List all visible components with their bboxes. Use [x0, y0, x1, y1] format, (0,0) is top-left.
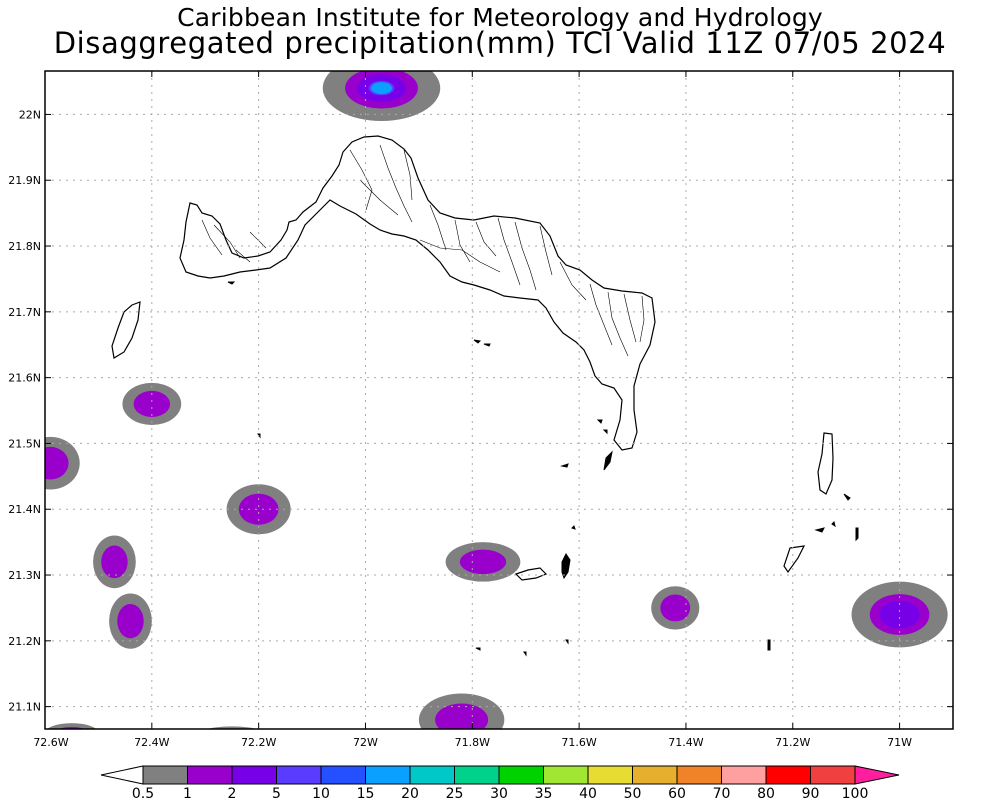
lon-tick-label: 72.2W — [241, 736, 276, 749]
legend-label: 50 — [624, 786, 642, 800]
precip-level-1 — [45, 446, 69, 480]
legend-label: 2 — [228, 786, 237, 800]
legend-swatch — [810, 765, 856, 785]
legend-swatch — [187, 765, 233, 785]
legend-under-triangle — [100, 765, 144, 785]
precip-cell — [93, 535, 136, 589]
institution-title: Caribbean Institute for Meteorology and … — [177, 3, 823, 32]
precip-cell — [226, 484, 291, 535]
precip-level-0 — [47, 723, 97, 729]
west-caicos-island — [111, 301, 141, 359]
legend-label: 5 — [272, 786, 281, 800]
ambergris-cay — [514, 567, 548, 581]
lat-tick-label: 21.1N — [8, 701, 41, 714]
legend-swatch — [587, 765, 633, 785]
legend-swatch — [231, 765, 277, 785]
precip-level-2 — [879, 600, 920, 629]
legend-label: 70 — [713, 786, 731, 800]
lon-tick-label: 71.8W — [455, 736, 490, 749]
legend-label: 60 — [668, 786, 686, 800]
precip-cell — [851, 581, 948, 648]
precipitation-legend: 0.5 1 2 5 10 15 20 25 30 35 40 50 60 70 80 90 100 — [100, 765, 900, 800]
grand-turk-island — [817, 432, 834, 495]
legend-label: 15 — [357, 786, 375, 800]
legend-swatch — [543, 765, 589, 785]
lon-tick-label: 71W — [887, 736, 912, 749]
precip-cell — [45, 436, 80, 490]
legend-swatch — [765, 765, 811, 785]
legend-swatch — [409, 765, 455, 785]
plot-frame — [44, 70, 954, 730]
legend-swatch — [721, 765, 767, 785]
legend-swatch — [676, 765, 722, 785]
legend-label: 90 — [802, 786, 820, 800]
caicos-islands — [179, 135, 656, 451]
lat-tick-label: 21.6N — [8, 372, 41, 385]
legend-label: 20 — [401, 786, 419, 800]
lat-tick-label: 21.5N — [8, 437, 41, 450]
precip-level-1 — [435, 703, 489, 729]
legend-label: 10 — [312, 786, 330, 800]
precip-level-1 — [133, 390, 171, 418]
salt-cay-island — [783, 545, 806, 574]
legend-swatch — [320, 765, 366, 785]
legend-label: 30 — [490, 786, 508, 800]
legend-label: 35 — [535, 786, 553, 800]
legend-label: 100 — [842, 786, 869, 800]
legend-swatch — [276, 765, 322, 785]
lon-tick-label: 72W — [353, 736, 378, 749]
plot-area — [45, 71, 953, 729]
precip-cell — [109, 593, 152, 649]
legend-swatch — [454, 765, 500, 785]
lat-tick-label: 21.2N — [8, 635, 41, 648]
lat-tick-label: 21.9N — [8, 174, 41, 187]
lat-tick-label: 21.8N — [8, 240, 41, 253]
axis-ticks: 72.6W 72.4W 72.2W 72W 71.8W 71.6W 71.4W 71.2W 71… — [8, 71, 953, 749]
legend-label: 1 — [183, 786, 192, 800]
precip-cell — [122, 382, 182, 426]
lon-tick-label: 72.4W — [134, 736, 169, 749]
legend-label: 40 — [579, 786, 597, 800]
lat-tick-label: 22N — [19, 108, 41, 121]
legend-swatch — [365, 765, 411, 785]
lon-tick-label: 71.2W — [775, 736, 810, 749]
precip-level-1 — [459, 549, 507, 575]
precip-cell — [651, 586, 700, 630]
product-title: Disaggregated precipitation(mm) TCI Vali… — [53, 26, 947, 60]
lat-tick-label: 21.3N — [8, 569, 41, 582]
precip-cell — [322, 71, 441, 121]
small-cays — [227, 281, 859, 657]
precip-level-5 — [370, 82, 393, 95]
lon-tick-label: 71.6W — [561, 736, 596, 749]
precip-level-1 — [660, 594, 691, 622]
lon-tick-label: 72.6W — [33, 736, 68, 749]
lat-lon-grid — [45, 71, 953, 729]
lat-tick-label: 21.4N — [8, 503, 41, 516]
lon-tick-label: 71.4W — [668, 736, 703, 749]
legend-label: 80 — [757, 786, 775, 800]
precip-level-1 — [101, 545, 128, 579]
legend-over-triangle — [854, 765, 900, 785]
lat-tick-label: 21.7N — [8, 306, 41, 319]
legend-swatch — [142, 765, 188, 785]
precip-cell — [418, 693, 505, 729]
legend-swatch — [632, 765, 678, 785]
legend-label: 0.5 — [132, 786, 154, 800]
islands-layer — [111, 135, 859, 657]
precip-level-1 — [117, 603, 144, 639]
legend-swatch — [498, 765, 544, 785]
precip-level-1 — [238, 493, 279, 525]
legend-label: 25 — [446, 786, 464, 800]
precipitation-layer — [45, 71, 948, 729]
precip-cell — [445, 542, 521, 582]
